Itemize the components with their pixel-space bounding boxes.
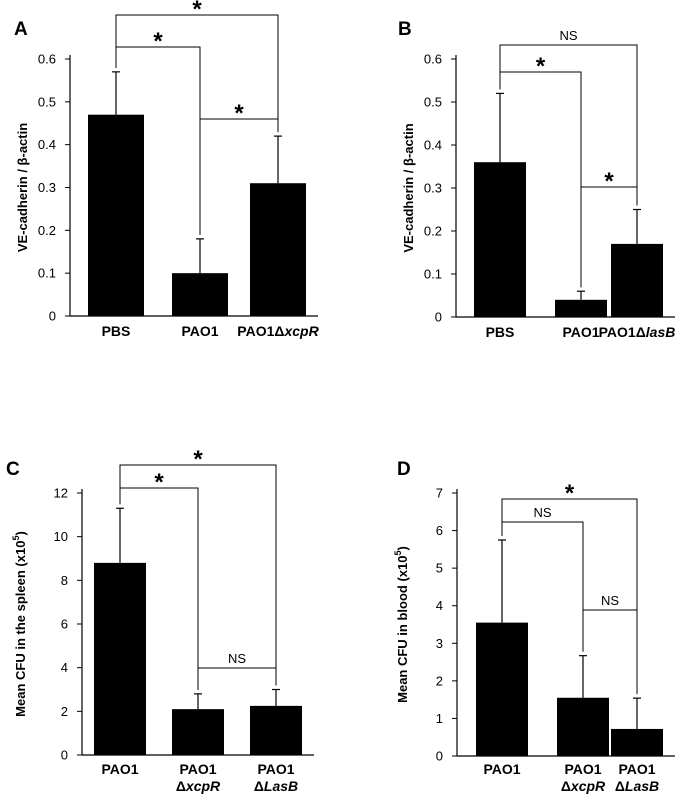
significance-bracket <box>197 667 277 690</box>
y-tick-label: 7 <box>436 486 443 501</box>
panel-d: D 0 1 2 3 4 5 6 7 Mean CFU in blood (x105) PAO1 PAO… <box>393 459 675 794</box>
panel-c: C 0 2 4 6 8 10 12 Mean CFU in the spleen (x105) P… <box>6 446 314 794</box>
significance-label: * <box>234 100 244 127</box>
panel-letter: D <box>397 459 411 480</box>
x-tick-label: ΔLasB <box>615 778 659 794</box>
y-tick-label: 4 <box>436 598 443 613</box>
y-axis-label: VE-cadherin / β-actin <box>15 123 30 252</box>
y-tick-label: 0.2 <box>38 223 56 238</box>
x-tick-label: PAO1 <box>564 761 601 777</box>
bar <box>250 705 302 755</box>
x-tick-label: PAO1 <box>179 761 216 777</box>
significance-label: * <box>604 168 614 195</box>
y-tick-label: 1 <box>436 711 443 726</box>
x-tick-label: PAO1 <box>257 761 294 777</box>
x-tick-label: PAO1 <box>618 761 655 777</box>
panel-letter: B <box>398 19 412 40</box>
significance-bracket <box>580 186 638 288</box>
x-tick-label: PAO1ΔxcpR <box>237 323 319 339</box>
bar <box>88 114 144 316</box>
y-tick-label: 0.5 <box>38 94 56 109</box>
y-tick-label: 0.6 <box>424 52 442 67</box>
x-tick-label: PBS <box>486 324 515 340</box>
x-tick-label: ΔLasB <box>254 778 298 794</box>
y-tick-label: 0.1 <box>38 266 56 281</box>
significance-bracket <box>501 498 638 695</box>
y-tick-label: 2 <box>436 673 443 688</box>
y-tick-label: 6 <box>61 617 68 632</box>
y-tick-label: 0.3 <box>38 180 56 195</box>
y-tick-label: 0 <box>436 749 443 764</box>
y-tick-label: 0.2 <box>424 224 442 239</box>
y-tick-label: 10 <box>54 529 68 544</box>
bar <box>476 622 528 756</box>
significance-label: NS <box>228 651 246 666</box>
y-tick-label: 12 <box>54 486 68 501</box>
significance-bracket <box>199 118 279 235</box>
bar <box>250 183 306 316</box>
bar <box>94 562 146 755</box>
y-tick-label: 4 <box>61 660 68 675</box>
x-tick-label: PAO1 <box>181 323 218 339</box>
significance-label: * <box>154 469 164 496</box>
significance-label: * <box>192 0 202 23</box>
y-tick-label: 0.4 <box>38 137 56 152</box>
y-tick-label: 5 <box>436 561 443 576</box>
x-tick-label: ΔxcpR <box>176 778 221 794</box>
y-tick-label: 0.3 <box>424 181 442 196</box>
y-tick-label: 0 <box>435 310 442 325</box>
bar <box>555 299 607 317</box>
significance-label: * <box>153 28 163 55</box>
panel-letter: C <box>6 459 20 480</box>
y-tick-label: 2 <box>61 704 68 719</box>
bar <box>172 273 228 316</box>
y-tick-label: 3 <box>436 636 443 651</box>
significance-label: NS <box>533 505 551 520</box>
x-tick-label: PAO1 <box>562 324 599 340</box>
x-tick-label: ΔxcpR <box>561 778 606 794</box>
significance-label: NS <box>601 593 619 608</box>
significance-label: * <box>565 480 575 507</box>
panel-b: B 0 0.1 0.2 0.3 0.4 0.5 0.6 VE-cadherin / β-acti… <box>398 19 675 340</box>
bar <box>611 728 663 756</box>
x-tick-label: PBS <box>102 323 131 339</box>
y-tick-label: 0 <box>49 309 56 324</box>
x-tick-label: PAO1ΔlasB <box>599 324 676 340</box>
y-tick-label: 6 <box>436 523 443 538</box>
bar <box>611 243 663 317</box>
y-axis-label: VE-cadherin / β-actin <box>401 123 416 252</box>
significance-label: * <box>193 446 203 473</box>
significance-bracket <box>582 609 638 695</box>
significance-bracket <box>115 14 279 133</box>
y-tick-label: 0.5 <box>424 95 442 110</box>
x-tick-label: PAO1 <box>101 761 138 777</box>
y-tick-label: 0.4 <box>424 138 442 153</box>
x-tick-label: PAO1 <box>483 761 520 777</box>
y-tick-label: 0.6 <box>38 52 56 67</box>
panel-letter: A <box>14 19 28 40</box>
y-axis-label: Mean CFU in the spleen (x105) <box>11 531 28 717</box>
y-tick-label: 0.1 <box>424 267 442 282</box>
significance-bracket <box>119 464 277 686</box>
bar <box>172 709 224 755</box>
significance-bracket <box>499 44 638 206</box>
significance-label: * <box>536 53 546 80</box>
bar <box>557 697 609 756</box>
y-tick-label: 0 <box>61 748 68 763</box>
significance-label: NS <box>559 28 577 43</box>
y-axis-label: Mean CFU in blood (x105) <box>393 546 410 703</box>
y-tick-label: 8 <box>61 573 68 588</box>
bar <box>474 162 526 317</box>
panel-a: A 0 0.1 0.2 0.3 0.4 0.5 0.6 VE-cadherin / β-acti… <box>14 0 320 339</box>
